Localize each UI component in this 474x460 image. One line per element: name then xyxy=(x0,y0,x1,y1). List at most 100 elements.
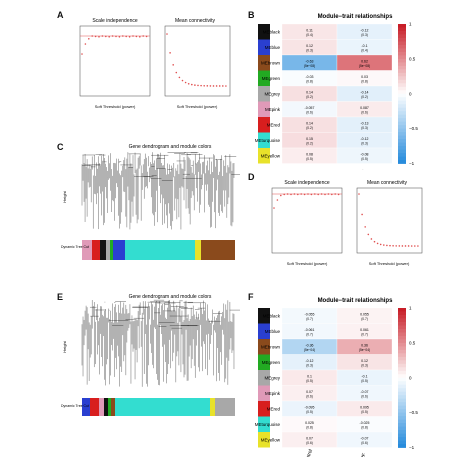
cell-correlation: 0.061 xyxy=(360,328,369,332)
cell-pvalue: (0.6) xyxy=(361,441,368,445)
threshold-point xyxy=(132,35,134,37)
threshold-point xyxy=(81,53,83,55)
threshold-point xyxy=(417,245,419,247)
module-color-swatch xyxy=(258,24,270,40)
cell-pvalue: (0.6) xyxy=(361,110,368,114)
cell-pvalue: (0.2) xyxy=(306,126,313,130)
scale-bar-segment xyxy=(398,363,406,368)
cell-pvalue: (0.3) xyxy=(306,363,313,367)
panel-b-heatmap: Module−trait relationships MEblack 0.11(0… xyxy=(255,14,419,171)
module-row-label: MEgreen xyxy=(262,360,281,365)
scale-tick-label: −0.5 xyxy=(409,126,418,131)
scale-bar-segment xyxy=(398,69,406,74)
threshold-point xyxy=(334,193,336,195)
scale-bar-segment xyxy=(398,55,406,60)
panel-c-title: Gene dendrogram and module colors xyxy=(129,144,212,150)
scale-bar-segment xyxy=(398,97,406,102)
threshold-point xyxy=(376,242,379,245)
cell-correlation: 0.12 xyxy=(361,359,368,363)
module-color-block xyxy=(215,398,235,416)
cell-pvalue: (5e−04) xyxy=(304,348,315,352)
module-color-swatch xyxy=(258,385,270,401)
module-color-swatch xyxy=(258,432,270,448)
threshold-point xyxy=(327,193,330,195)
module-color-block xyxy=(125,240,195,260)
cell-correlation: -0.14 xyxy=(361,90,369,94)
panel-c-dendrogram xyxy=(81,152,240,230)
module-row-label: MEred xyxy=(267,122,281,127)
panel-b-cells: MEblack 0.11(0.4)-0.12(0.3)MEblue 0.12(0.3… xyxy=(255,22,419,171)
threshold-point xyxy=(125,35,127,38)
threshold-point xyxy=(317,193,319,196)
cell-correlation: 0.62 xyxy=(361,59,368,63)
threshold-point xyxy=(191,83,193,86)
cell-pvalue: (0.5) xyxy=(361,157,368,161)
threshold-point xyxy=(172,64,174,66)
module-color-block xyxy=(104,398,108,416)
threshold-point xyxy=(283,193,285,196)
threshold-point xyxy=(206,85,209,87)
scale-bar-segment xyxy=(398,440,406,445)
cell-pvalue: (0.5) xyxy=(306,157,313,161)
panel-label-e: E xyxy=(57,292,64,302)
cell-correlation: 0.14 xyxy=(306,121,313,125)
threshold-point xyxy=(395,245,397,247)
scale-bar-segment xyxy=(398,37,406,42)
threshold-point xyxy=(386,244,388,247)
cell-pvalue: (0.5) xyxy=(306,379,313,383)
scale-bar-segment xyxy=(398,76,406,81)
module-color-block xyxy=(82,240,92,260)
threshold-point xyxy=(215,85,218,87)
module-row-label: MEgrey xyxy=(264,375,280,380)
scale-bar-segment xyxy=(398,412,406,417)
module-color-block xyxy=(108,398,111,416)
threshold-point xyxy=(84,43,87,45)
cell-correlation: 0.07 xyxy=(306,390,313,394)
threshold-point xyxy=(142,35,144,37)
module-row-label: MEpink xyxy=(265,107,281,112)
cell-correlation: -0.057 xyxy=(305,106,315,110)
module-color-swatch xyxy=(258,148,270,164)
scale-bar-segment xyxy=(398,349,406,354)
scale-bar-segment xyxy=(398,332,406,337)
cell-pvalue: (0.5) xyxy=(361,410,368,414)
scale-bar-segment xyxy=(398,381,406,386)
scale-bar-segment xyxy=(398,402,406,407)
scale-bar-segment xyxy=(398,114,406,119)
cell-correlation: -0.12 xyxy=(361,28,369,32)
panel-c-color-row-label: Dynamic Tree Cut xyxy=(61,245,89,249)
module-color-swatch xyxy=(258,101,270,117)
scale-bar-segment xyxy=(398,419,406,424)
cell-pvalue: (0.6) xyxy=(306,441,313,445)
threshold-point xyxy=(314,193,316,195)
module-row-label: MEred xyxy=(267,406,281,411)
scale-tick-label: −1 xyxy=(409,445,415,450)
scale-bar-segment xyxy=(398,118,406,123)
cell-correlation: 0.11 xyxy=(306,28,313,32)
threshold-point xyxy=(139,36,141,38)
cell-pvalue: (5e−08) xyxy=(359,64,370,68)
threshold-point xyxy=(212,85,215,87)
scale-bar-segment xyxy=(398,374,406,379)
panel-e-figure: Gene dendrogram and module colors Height… xyxy=(61,294,240,416)
threshold-point xyxy=(108,36,110,38)
threshold-point xyxy=(94,35,97,38)
module-color-swatch xyxy=(258,55,270,71)
threshold-point xyxy=(178,76,181,79)
scale-bar-segment xyxy=(398,153,406,157)
cell-correlation: -0.1 xyxy=(361,374,367,378)
scale-bar-segment xyxy=(398,437,406,441)
cell-correlation: 0.055 xyxy=(360,312,369,316)
heatmap-col-label: IPF xyxy=(359,452,367,457)
cell-pvalue: (0.7) xyxy=(361,332,368,336)
threshold-point xyxy=(187,82,190,85)
scale-tick-label: −1 xyxy=(409,161,415,166)
cell-pvalue: (0.4) xyxy=(361,48,368,52)
panel-d-figure: Scale independence Mean connectivity Sof… xyxy=(271,180,423,266)
module-color-swatch xyxy=(258,117,270,133)
scale-bar-segment xyxy=(398,367,406,372)
scale-bar-segment xyxy=(398,107,406,112)
panel-d-right-frame xyxy=(356,187,423,254)
cell-pvalue: (0.4) xyxy=(306,33,313,37)
threshold-point xyxy=(111,35,114,37)
